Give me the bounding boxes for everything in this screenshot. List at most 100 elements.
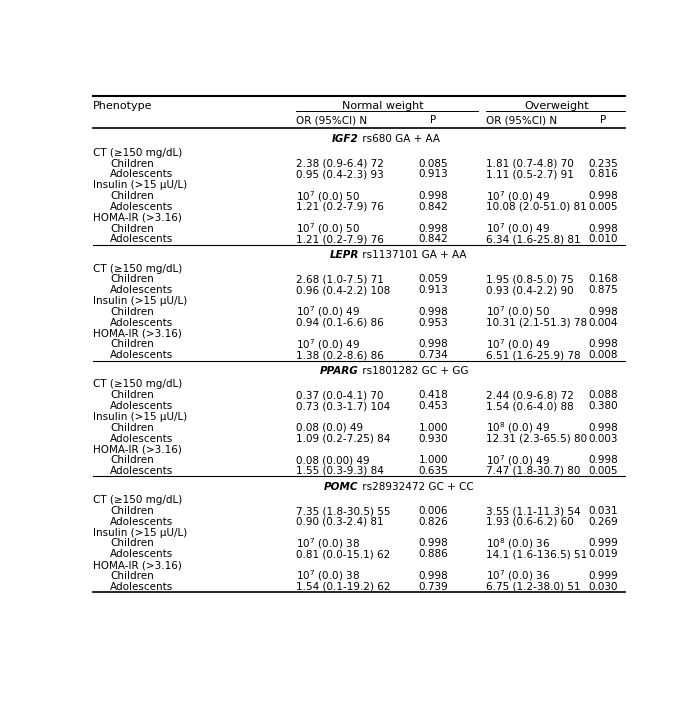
Text: 0.998: 0.998 (419, 339, 449, 349)
Text: Adolescents: Adolescents (111, 433, 174, 443)
Text: CT (≥150 mg/dL): CT (≥150 mg/dL) (93, 379, 182, 389)
Text: 0.004: 0.004 (588, 317, 617, 328)
Text: 0.059: 0.059 (419, 274, 449, 285)
Text: 1.55 (0.3-9.3) 84: 1.55 (0.3-9.3) 84 (296, 466, 384, 476)
Text: $10^{8}$ (0.0) 49: $10^{8}$ (0.0) 49 (486, 420, 550, 435)
Text: 0.005: 0.005 (588, 202, 617, 212)
Text: 1.93 (0.6-6.2) 60: 1.93 (0.6-6.2) 60 (486, 517, 574, 527)
Text: Adolescents: Adolescents (111, 550, 174, 559)
Text: LEPR: LEPR (330, 250, 358, 260)
Text: Adolescents: Adolescents (111, 285, 174, 296)
Text: 0.998: 0.998 (419, 571, 449, 581)
Text: Children: Children (111, 159, 154, 169)
Text: $10^{7}$ (0.0) 50: $10^{7}$ (0.0) 50 (296, 189, 360, 204)
Text: $10^{7}$ (0.0) 50: $10^{7}$ (0.0) 50 (486, 304, 550, 320)
Text: 0.005: 0.005 (588, 466, 617, 476)
Text: 2.38 (0.9-6.4) 72: 2.38 (0.9-6.4) 72 (296, 159, 384, 169)
Text: 1.81 (0.7-4.8) 70: 1.81 (0.7-4.8) 70 (486, 159, 574, 169)
Text: 0.235: 0.235 (588, 159, 617, 169)
Text: P: P (600, 115, 606, 125)
Text: 0.08 (0.0) 49: 0.08 (0.0) 49 (296, 423, 363, 432)
Text: Overweight: Overweight (524, 100, 589, 111)
Text: 0.269: 0.269 (588, 517, 617, 527)
Text: 0.81 (0.0-15.1) 62: 0.81 (0.0-15.1) 62 (296, 550, 391, 559)
Text: 1.54 (0.1-19.2) 62: 1.54 (0.1-19.2) 62 (296, 582, 391, 592)
Text: 0.999: 0.999 (588, 571, 617, 581)
Text: 0.998: 0.998 (588, 339, 617, 349)
Text: Adolescents: Adolescents (111, 582, 174, 592)
Text: Insulin (>15 μU/L): Insulin (>15 μU/L) (93, 528, 187, 538)
Text: 2.44 (0.9-6.8) 72: 2.44 (0.9-6.8) 72 (486, 390, 574, 400)
Text: Adolescents: Adolescents (111, 202, 174, 212)
Text: 0.913: 0.913 (419, 170, 449, 180)
Text: 0.453: 0.453 (419, 401, 449, 411)
Text: 1.000: 1.000 (419, 423, 449, 432)
Text: 0.90 (0.3-2.4) 81: 0.90 (0.3-2.4) 81 (296, 517, 384, 527)
Text: rs1801282 GC + GG: rs1801282 GC + GG (358, 366, 468, 376)
Text: 0.73 (0.3-1.7) 104: 0.73 (0.3-1.7) 104 (296, 401, 391, 411)
Text: HOMA-IR (>3.16): HOMA-IR (>3.16) (93, 213, 182, 223)
Text: Adolescents: Adolescents (111, 234, 174, 245)
Text: IGF2: IGF2 (332, 135, 358, 144)
Text: CT (≥150 mg/dL): CT (≥150 mg/dL) (93, 264, 182, 274)
Text: 6.75 (1.2-38.0) 51: 6.75 (1.2-38.0) 51 (486, 582, 581, 592)
Text: $10^{7}$ (0.0) 49: $10^{7}$ (0.0) 49 (296, 304, 360, 320)
Text: Adolescents: Adolescents (111, 466, 174, 476)
Text: 0.998: 0.998 (419, 307, 449, 317)
Text: 7.35 (1.8-30.5) 55: 7.35 (1.8-30.5) 55 (296, 506, 391, 516)
Text: Insulin (>15 μU/L): Insulin (>15 μU/L) (93, 412, 187, 422)
Text: Children: Children (111, 191, 154, 201)
Text: 0.826: 0.826 (419, 517, 449, 527)
Text: 0.088: 0.088 (588, 390, 617, 400)
Text: 0.418: 0.418 (419, 390, 449, 400)
Text: Children: Children (111, 274, 154, 285)
Text: HOMA-IR (>3.16): HOMA-IR (>3.16) (93, 444, 182, 454)
Text: 0.739: 0.739 (419, 582, 449, 592)
Text: 1.000: 1.000 (419, 455, 449, 465)
Text: 0.875: 0.875 (588, 285, 617, 296)
Text: 0.842: 0.842 (419, 202, 449, 212)
Text: HOMA-IR (>3.16): HOMA-IR (>3.16) (93, 560, 182, 570)
Text: 6.34 (1.6-25.8) 81: 6.34 (1.6-25.8) 81 (486, 234, 581, 245)
Text: 0.998: 0.998 (588, 307, 617, 317)
Text: Children: Children (111, 506, 154, 516)
Text: 0.380: 0.380 (588, 401, 617, 411)
Text: 2.68 (1.0-7.5) 71: 2.68 (1.0-7.5) 71 (296, 274, 384, 285)
Text: Normal weight: Normal weight (342, 100, 424, 111)
Text: 0.93 (0.4-2.2) 90: 0.93 (0.4-2.2) 90 (486, 285, 574, 296)
Text: $10^{7}$ (0.0) 49: $10^{7}$ (0.0) 49 (296, 337, 360, 352)
Text: $10^{8}$ (0.0) 36: $10^{8}$ (0.0) 36 (486, 536, 550, 551)
Text: Phenotype: Phenotype (93, 100, 153, 111)
Text: 3.55 (1.1-11.3) 54: 3.55 (1.1-11.3) 54 (486, 506, 581, 516)
Text: 0.96 (0.4-2.2) 108: 0.96 (0.4-2.2) 108 (296, 285, 391, 296)
Text: Adolescents: Adolescents (111, 401, 174, 411)
Text: 7.47 (1.8-30.7) 80: 7.47 (1.8-30.7) 80 (486, 466, 580, 476)
Text: 0.998: 0.998 (419, 191, 449, 201)
Text: 0.085: 0.085 (419, 159, 449, 169)
Text: 0.003: 0.003 (588, 433, 617, 443)
Text: 0.998: 0.998 (419, 539, 449, 548)
Text: rs1137101 GA + AA: rs1137101 GA + AA (358, 250, 466, 260)
Text: 0.998: 0.998 (419, 223, 449, 234)
Text: PPARG: PPARG (320, 366, 358, 376)
Text: $10^{7}$ (0.0) 50: $10^{7}$ (0.0) 50 (296, 221, 360, 236)
Text: 1.54 (0.6-4.0) 88: 1.54 (0.6-4.0) 88 (486, 401, 574, 411)
Text: Children: Children (111, 223, 154, 234)
Text: 1.09 (0.2-7.25) 84: 1.09 (0.2-7.25) 84 (296, 433, 391, 443)
Text: $10^{7}$ (0.0) 49: $10^{7}$ (0.0) 49 (486, 337, 550, 352)
Text: Insulin (>15 μU/L): Insulin (>15 μU/L) (93, 181, 187, 190)
Text: POMC: POMC (324, 482, 358, 491)
Text: $10^{7}$ (0.0) 36: $10^{7}$ (0.0) 36 (486, 569, 550, 583)
Text: 10.08 (2.0-51.0) 81: 10.08 (2.0-51.0) 81 (486, 202, 587, 212)
Text: 0.998: 0.998 (588, 423, 617, 432)
Text: OR (95%CI) N: OR (95%CI) N (296, 115, 368, 125)
Text: rs28932472 GC + CC: rs28932472 GC + CC (358, 482, 473, 491)
Text: 1.21 (0.2-7.9) 76: 1.21 (0.2-7.9) 76 (296, 234, 384, 245)
Text: $10^{7}$ (0.0) 49: $10^{7}$ (0.0) 49 (486, 453, 550, 467)
Text: 0.998: 0.998 (588, 455, 617, 465)
Text: Children: Children (111, 423, 154, 432)
Text: 0.030: 0.030 (588, 582, 617, 592)
Text: 1.95 (0.8-5.0) 75: 1.95 (0.8-5.0) 75 (486, 274, 574, 285)
Text: HOMA-IR (>3.16): HOMA-IR (>3.16) (93, 328, 182, 339)
Text: 0.019: 0.019 (588, 550, 617, 559)
